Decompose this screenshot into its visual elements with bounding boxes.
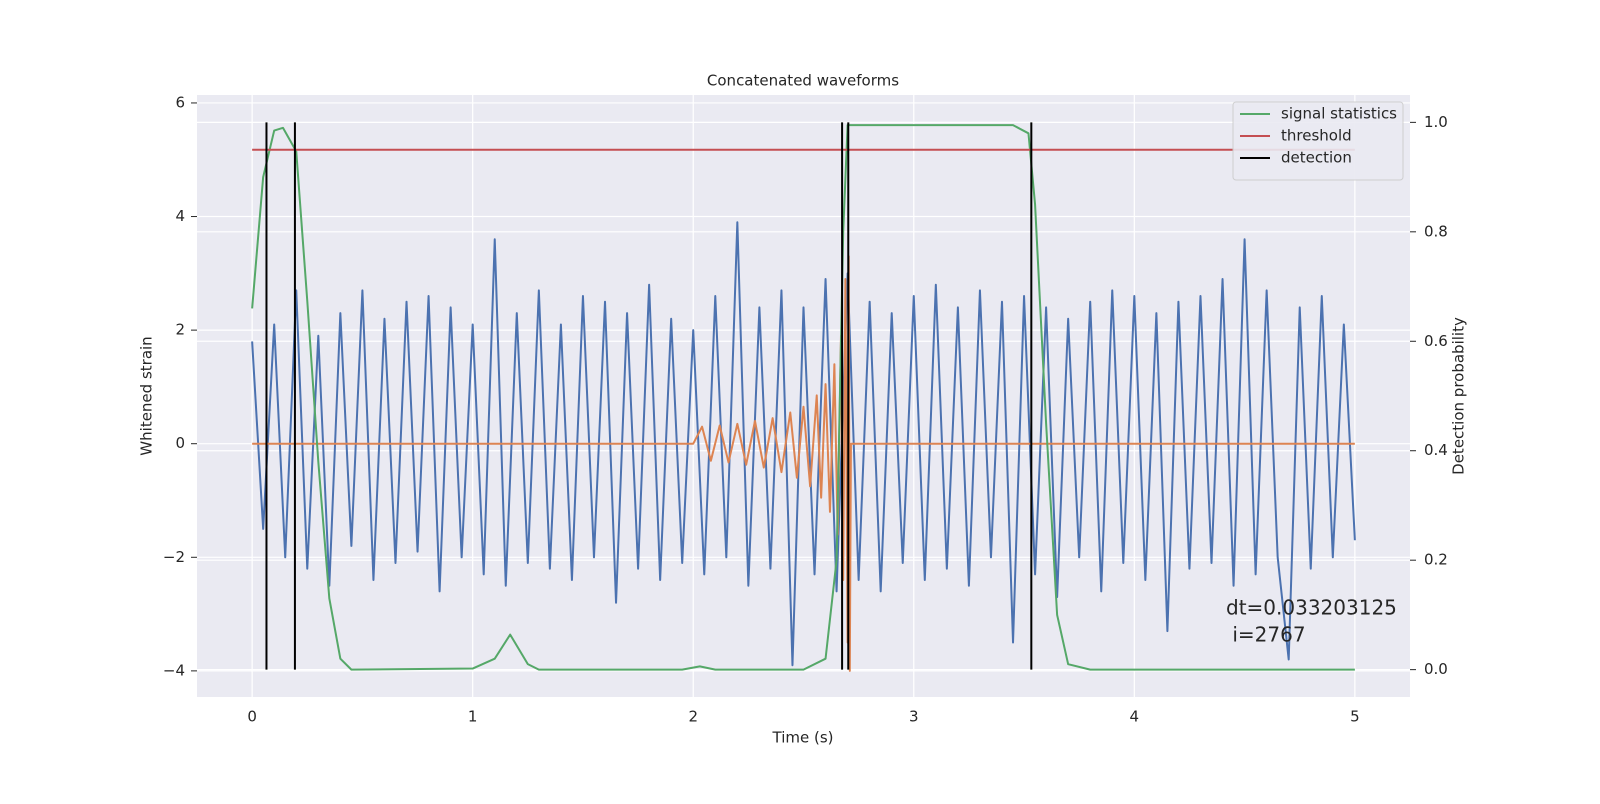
legend-box bbox=[1232, 101, 1404, 181]
annotation: dt=0.033203125 bbox=[1226, 596, 1397, 620]
y-tick-label: −4 bbox=[163, 661, 185, 679]
y2-tick-label: 1.0 bbox=[1424, 113, 1448, 131]
series-line bbox=[251, 124, 1355, 671]
annotation: i=2767 bbox=[1226, 623, 1306, 647]
y2-tick-label: 0.2 bbox=[1424, 551, 1448, 569]
plot-area bbox=[197, 95, 1410, 697]
x-tick-label: 4 bbox=[1130, 708, 1140, 726]
x-tick-label: 1 bbox=[468, 708, 478, 726]
y-tick-label: 6 bbox=[175, 93, 185, 111]
y2-tick-label: 0.6 bbox=[1424, 332, 1448, 350]
legend-label: detection bbox=[1281, 149, 1352, 167]
y2-axis-label: Detection probability bbox=[1450, 317, 1468, 475]
x-tick-label: 3 bbox=[909, 708, 919, 726]
chart-title: Concatenated waveforms bbox=[707, 72, 899, 90]
y2-tick-label: 0.4 bbox=[1424, 441, 1448, 459]
y2-tick-label: 0.0 bbox=[1424, 660, 1448, 678]
series-line bbox=[251, 221, 1356, 667]
y-tick-label: 0 bbox=[175, 434, 185, 452]
legend-label: signal statistics bbox=[1281, 105, 1397, 123]
series-line bbox=[252, 255, 1355, 672]
x-tick-label: 5 bbox=[1350, 708, 1360, 726]
x-axis-label: Time (s) bbox=[772, 729, 834, 747]
y-axis-label: Whitened strain bbox=[138, 336, 156, 455]
y2-tick-label: 0.8 bbox=[1424, 222, 1448, 240]
y-tick-label: 4 bbox=[175, 207, 185, 225]
y-tick-label: −2 bbox=[163, 548, 185, 566]
legend-label: threshold bbox=[1281, 127, 1352, 145]
x-tick-label: 0 bbox=[247, 708, 257, 726]
x-tick-label: 2 bbox=[688, 708, 698, 726]
y-tick-label: 2 bbox=[175, 321, 185, 339]
